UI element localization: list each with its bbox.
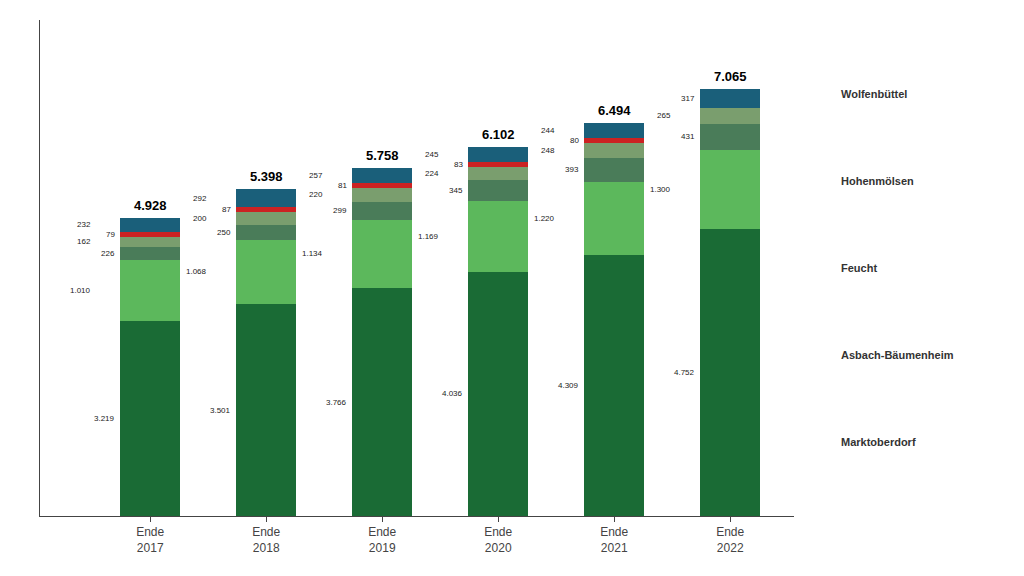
svg-text:232: 232 [77, 220, 91, 229]
svg-text:Ende2018: Ende2018 [252, 525, 280, 555]
svg-text:Ende2019: Ende2019 [368, 525, 396, 555]
svg-text:81: 81 [338, 181, 347, 190]
svg-text:250: 250 [217, 228, 231, 237]
svg-text:3.219: 3.219 [94, 414, 115, 423]
svg-text:224: 224 [425, 169, 439, 178]
svg-text:6.494: 6.494 [598, 103, 631, 118]
svg-text:1.068: 1.068 [186, 267, 207, 276]
svg-text:292: 292 [193, 194, 207, 203]
svg-text:393: 393 [565, 165, 579, 174]
svg-text:257: 257 [309, 171, 323, 180]
svg-text:248: 248 [541, 146, 555, 155]
svg-text:220: 220 [309, 190, 323, 199]
svg-text:Wolfenbüttel: Wolfenbüttel [841, 88, 907, 100]
svg-text:244: 244 [541, 126, 555, 135]
svg-text:87: 87 [222, 205, 231, 214]
svg-text:5.758: 5.758 [366, 148, 399, 163]
svg-text:299: 299 [333, 206, 347, 215]
svg-text:79: 79 [106, 230, 115, 239]
svg-text:4.036: 4.036 [442, 389, 463, 398]
svg-text:4.309: 4.309 [558, 381, 579, 390]
svg-text:6.102: 6.102 [482, 127, 515, 142]
svg-text:Hohenmölsen: Hohenmölsen [841, 175, 914, 187]
svg-text:1.220: 1.220 [534, 214, 555, 223]
svg-text:265: 265 [657, 111, 671, 120]
svg-text:7.065: 7.065 [714, 69, 747, 84]
svg-text:345: 345 [449, 186, 463, 195]
svg-text:80: 80 [570, 136, 579, 145]
svg-text:1.134: 1.134 [302, 249, 323, 258]
svg-text:431: 431 [681, 132, 695, 141]
svg-text:4.928: 4.928 [134, 198, 167, 213]
svg-text:226: 226 [101, 249, 115, 258]
svg-text:Ende2017: Ende2017 [136, 525, 164, 555]
svg-text:1.169: 1.169 [418, 232, 439, 241]
svg-text:200: 200 [193, 214, 207, 223]
svg-text:1.010: 1.010 [70, 286, 91, 295]
svg-text:245: 245 [425, 150, 439, 159]
svg-text:4.752: 4.752 [674, 368, 695, 377]
svg-text:317: 317 [681, 94, 695, 103]
svg-text:3.501: 3.501 [210, 406, 231, 415]
svg-text:Asbach-Bäumenheim: Asbach-Bäumenheim [841, 349, 954, 361]
svg-text:Feucht: Feucht [841, 262, 877, 274]
svg-text:Ende2020: Ende2020 [484, 525, 512, 555]
svg-text:162: 162 [77, 237, 91, 246]
svg-text:Marktoberdorf: Marktoberdorf [841, 436, 916, 448]
svg-text:Ende2022: Ende2022 [716, 525, 744, 555]
svg-text:83: 83 [454, 160, 463, 169]
svg-text:3.766: 3.766 [326, 398, 347, 407]
svg-text:1.300: 1.300 [650, 185, 671, 194]
svg-text:5.398: 5.398 [250, 169, 283, 184]
svg-text:Ende2021: Ende2021 [600, 525, 628, 555]
